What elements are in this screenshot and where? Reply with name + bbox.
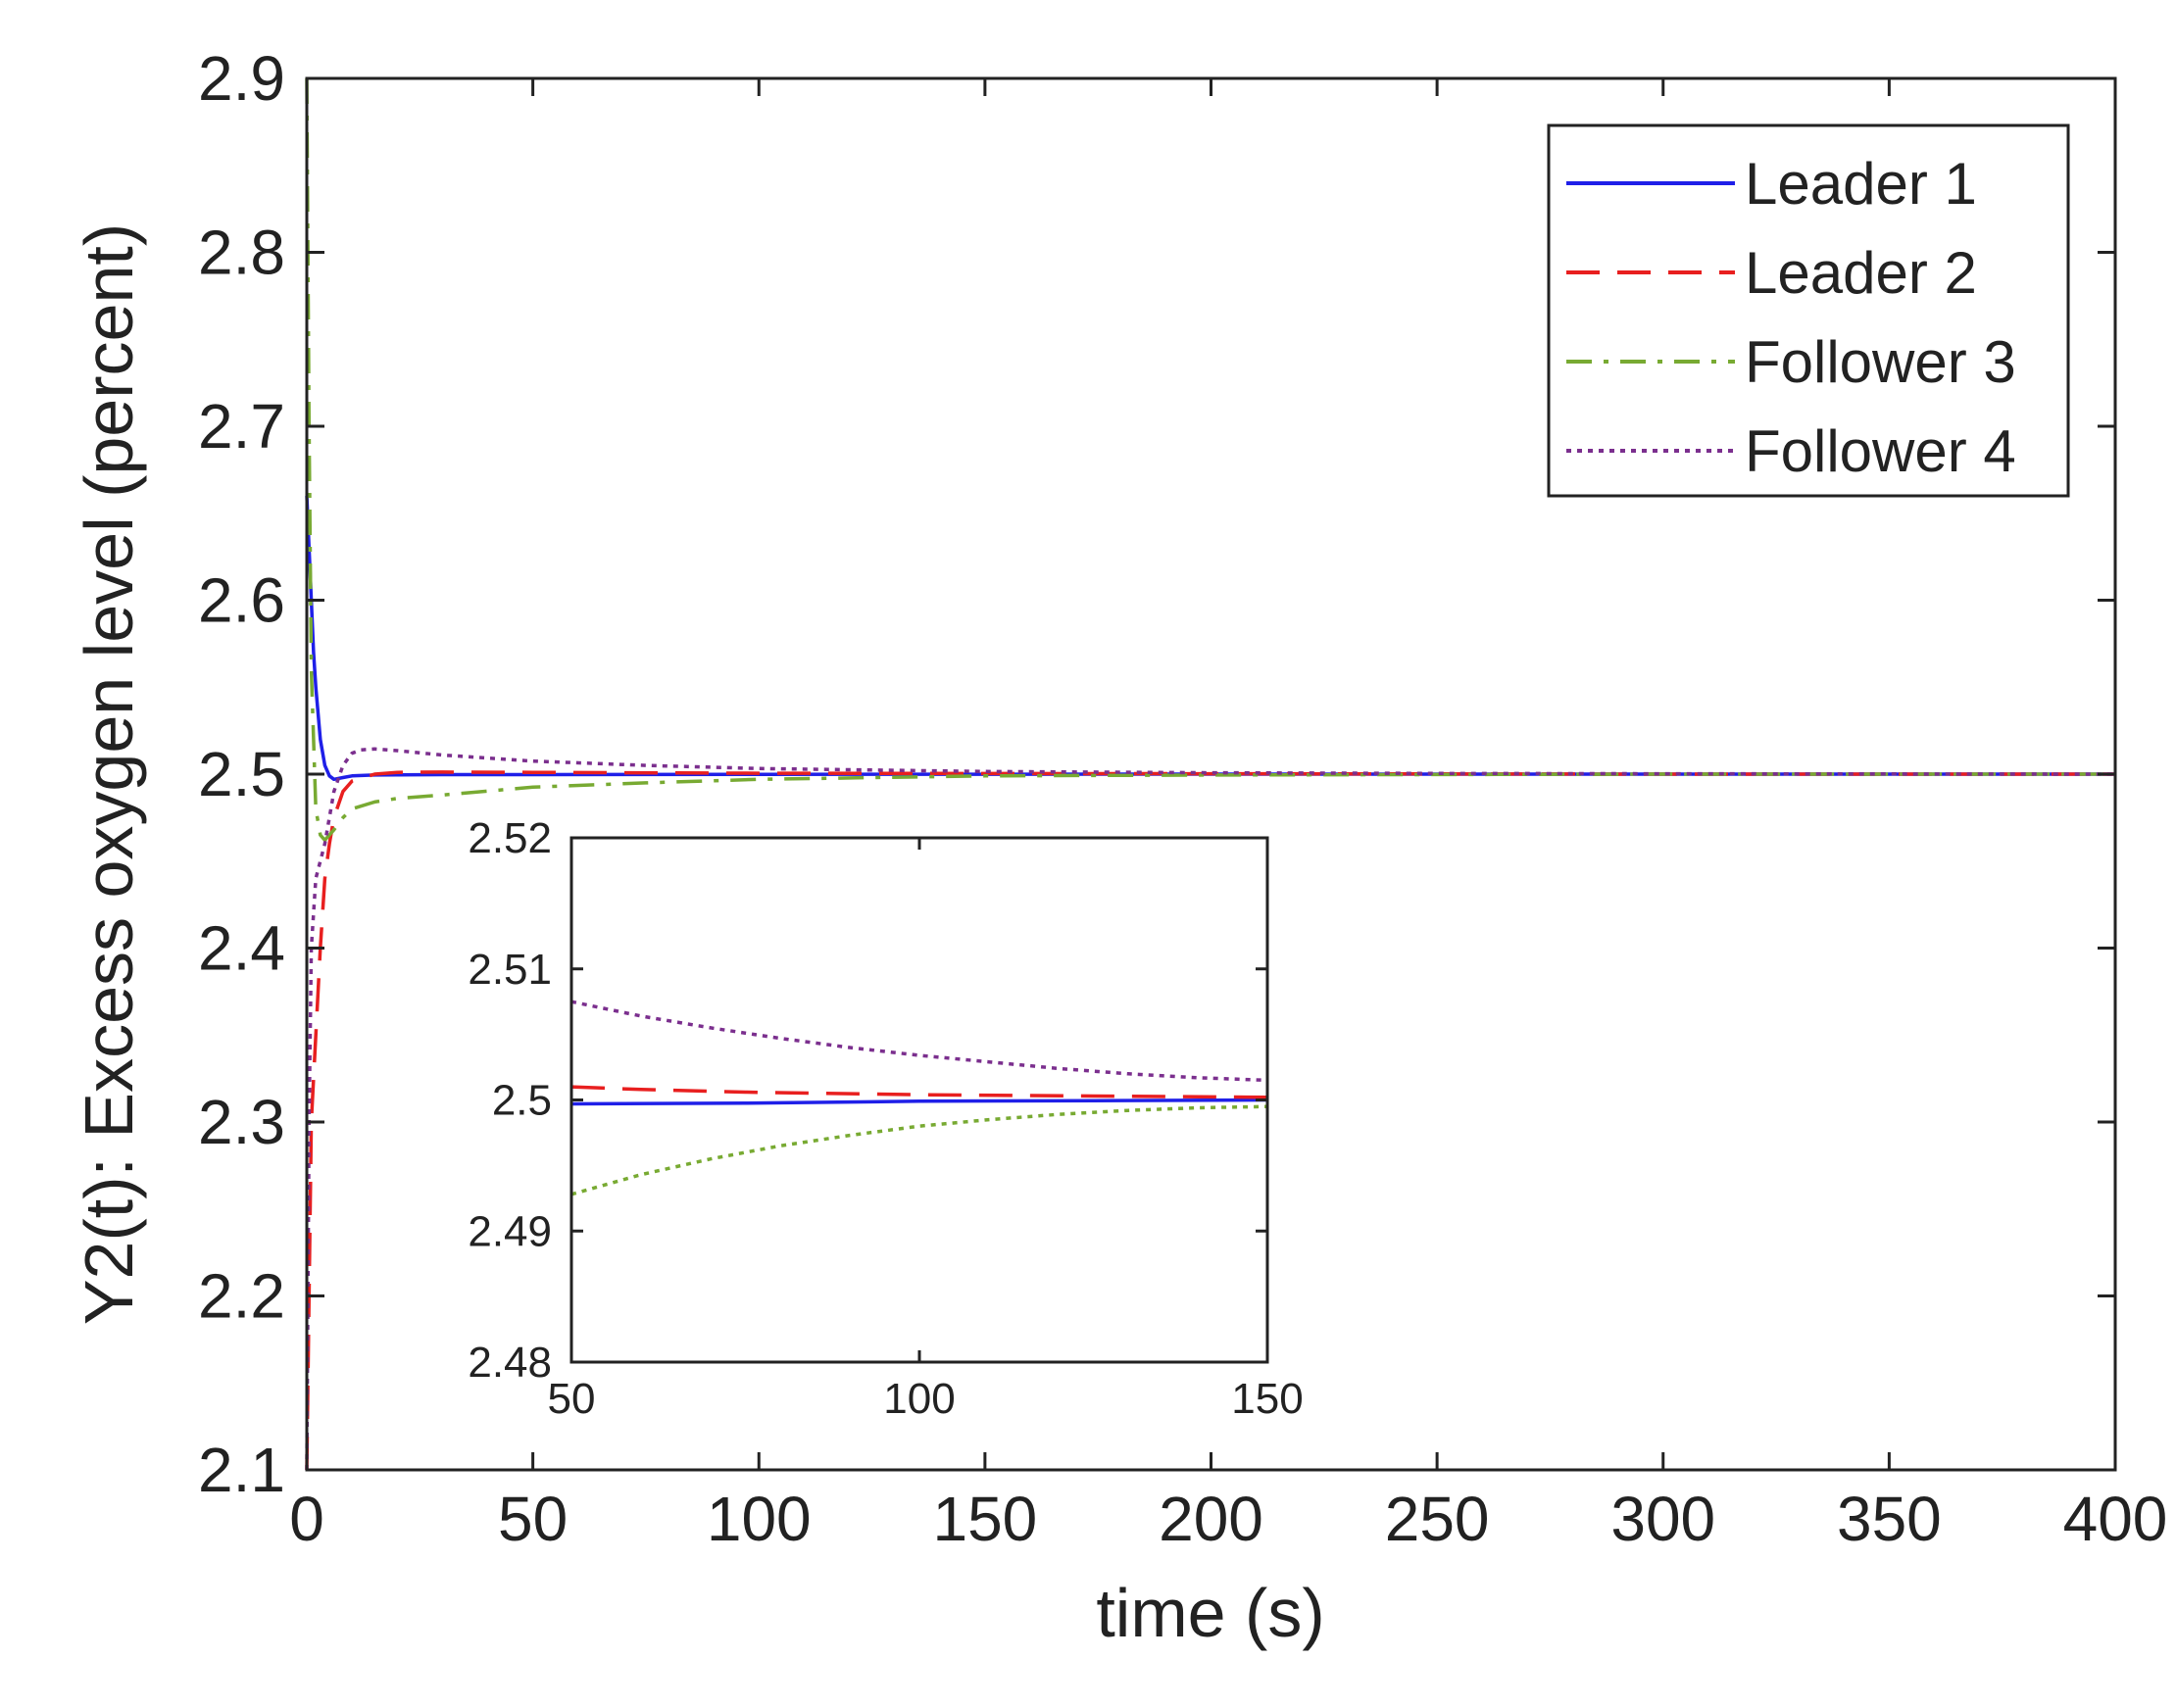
legend-box: [1547, 123, 2070, 498]
inset-series-group: [570, 1000, 1268, 1196]
inset-y-tick-label: 2.49: [468, 1207, 552, 1255]
main-x-tick-label: 300: [1610, 1484, 1715, 1554]
legend-label-follower-4: Follower 4: [1745, 418, 2016, 484]
inset-x-tick-label: 50: [548, 1375, 596, 1423]
main-x-tick-label: 50: [498, 1484, 568, 1554]
main-y-tick-label: 2.1: [198, 1435, 285, 1505]
inset-x-tick-label: 100: [883, 1375, 955, 1423]
main-series-line-leader-2: [305, 770, 2115, 1471]
inset-series-line-follower-4: [570, 1000, 1268, 1083]
main-chart: 0 50 100 150 200 250 300 350 4002.12.22.32.42.52…: [71, 43, 2167, 1651]
legend-items: Leader 1 Leader 2 Follower 3 Follower 4: [1566, 151, 2016, 484]
main-tick-labels: 0 50 100 150 200 250 300 350 4002.12.22.32.42.52…: [198, 43, 2167, 1554]
main-x-tick-label: 100: [707, 1484, 812, 1554]
main-x-tick-label: 150: [932, 1484, 1037, 1554]
inset-y-tick-label: 2.51: [468, 946, 552, 994]
main-y-tick-label: 2.5: [198, 739, 285, 809]
x-axis-label: time (s): [1096, 1575, 1324, 1651]
main-x-tick-label: 400: [2063, 1484, 2168, 1554]
inset-ticks: [569, 836, 1269, 1364]
legend-label-follower-3: Follower 3: [1745, 329, 2016, 395]
legend-label-leader-2: Leader 2: [1745, 240, 1977, 306]
inset-y-tick-label: 2.5: [492, 1077, 552, 1125]
inset-x-tick-label: 150: [1231, 1375, 1303, 1423]
main-y-tick-label: 2.9: [198, 43, 285, 114]
main-series-line-follower-4: [305, 747, 2116, 1471]
main-x-tick-label: 250: [1385, 1484, 1490, 1554]
main-y-tick-label: 2.7: [198, 391, 285, 462]
legend: Leader 1 Leader 2 Follower 3 Follower 4: [1547, 123, 2070, 498]
main-y-tick-label: 2.2: [198, 1261, 285, 1332]
inset-y-tick-label: 2.52: [468, 814, 552, 862]
inset-series-line-leader-1: [570, 1098, 1268, 1106]
main-series-group: [305, 77, 2116, 1471]
inset-series-line-follower-3: [570, 1104, 1268, 1196]
inset-series-line-leader-2: [570, 1085, 1268, 1099]
main-y-tick-label: 2.4: [198, 913, 285, 984]
main-x-tick-label: 200: [1159, 1484, 1263, 1554]
inset-chart: 50 100 150 2.48 2.49 2.5 2.51 2.52: [468, 814, 1303, 1423]
y-axis-label: Y2(t): Excess oxygen level (percent): [71, 223, 147, 1325]
legend-label-leader-1: Leader 1: [1745, 151, 1977, 217]
main-y-tick-label: 2.8: [198, 218, 285, 288]
main-ticks: [305, 76, 2117, 1472]
main-series-line-follower-3: [305, 77, 2115, 843]
main-x-tick-label: 350: [1837, 1484, 1942, 1554]
main-x-tick-label: 0: [289, 1484, 324, 1554]
main-y-tick-label: 2.6: [198, 565, 285, 636]
inset-tick-labels: 50 100 150 2.48 2.49 2.5 2.51 2.52: [468, 814, 1303, 1423]
inset-y-tick-label: 2.48: [468, 1339, 552, 1387]
main-y-tick-label: 2.3: [198, 1087, 285, 1157]
